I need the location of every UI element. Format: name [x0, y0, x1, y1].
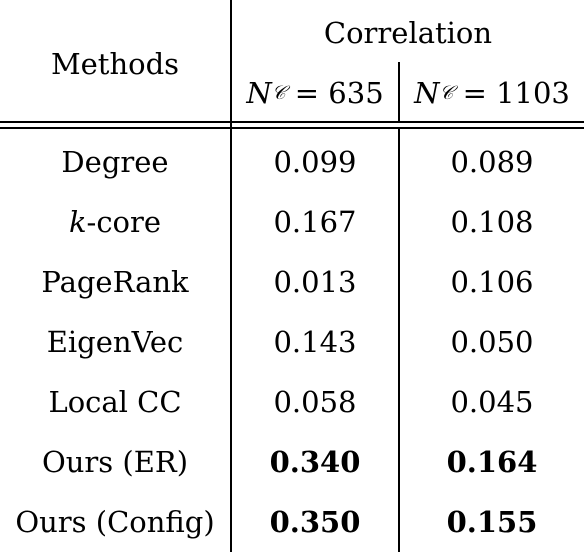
- method-suffix: -core: [86, 205, 162, 239]
- row-value-nc1103: 0.155: [446, 505, 538, 539]
- k-symbol: k: [68, 205, 87, 239]
- row-method: Ours (Config): [15, 505, 215, 539]
- row-method: PageRank: [41, 265, 189, 299]
- nc-value: = 635: [294, 76, 384, 110]
- nc-subscript: 𝒞: [439, 82, 454, 104]
- row-value-nc635: 0.143: [273, 325, 357, 359]
- nc-value: = 1103: [462, 76, 570, 110]
- header-methods: Methods: [50, 47, 180, 81]
- nc-var: N: [414, 76, 440, 110]
- header-correlation: Correlation: [323, 16, 493, 50]
- row-value-nc1103: 0.089: [450, 145, 534, 179]
- row-method: Ours (ER): [41, 445, 189, 479]
- row-value-nc635: 0.099: [273, 145, 357, 179]
- header-rule-bottom: [0, 127, 584, 129]
- row-method: Local CC: [48, 385, 182, 419]
- row-value-nc635: 0.167: [273, 205, 357, 239]
- column-divider-header-sub: [398, 62, 400, 122]
- header-rule-top: [0, 121, 584, 123]
- row-value-nc1103: 0.050: [450, 325, 534, 359]
- row-method: Degree: [61, 145, 169, 179]
- row-value-nc635: 0.340: [269, 445, 361, 479]
- row-method: k -core: [0, 192, 230, 252]
- column-divider-body: [398, 128, 400, 552]
- row-value-nc635: 0.058: [273, 385, 357, 419]
- column-divider-main: [230, 0, 232, 552]
- row-method: EigenVec: [46, 325, 184, 359]
- row-value-nc1103: 0.045: [450, 385, 534, 419]
- row-value-nc1103: 0.106: [450, 265, 534, 299]
- row-value-nc1103: 0.108: [450, 205, 534, 239]
- nc-var: N: [246, 76, 272, 110]
- row-value-nc1103: 0.164: [446, 445, 538, 479]
- row-value-nc635: 0.013: [273, 265, 357, 299]
- nc-subscript: 𝒞: [271, 82, 286, 104]
- row-value-nc635: 0.350: [269, 505, 361, 539]
